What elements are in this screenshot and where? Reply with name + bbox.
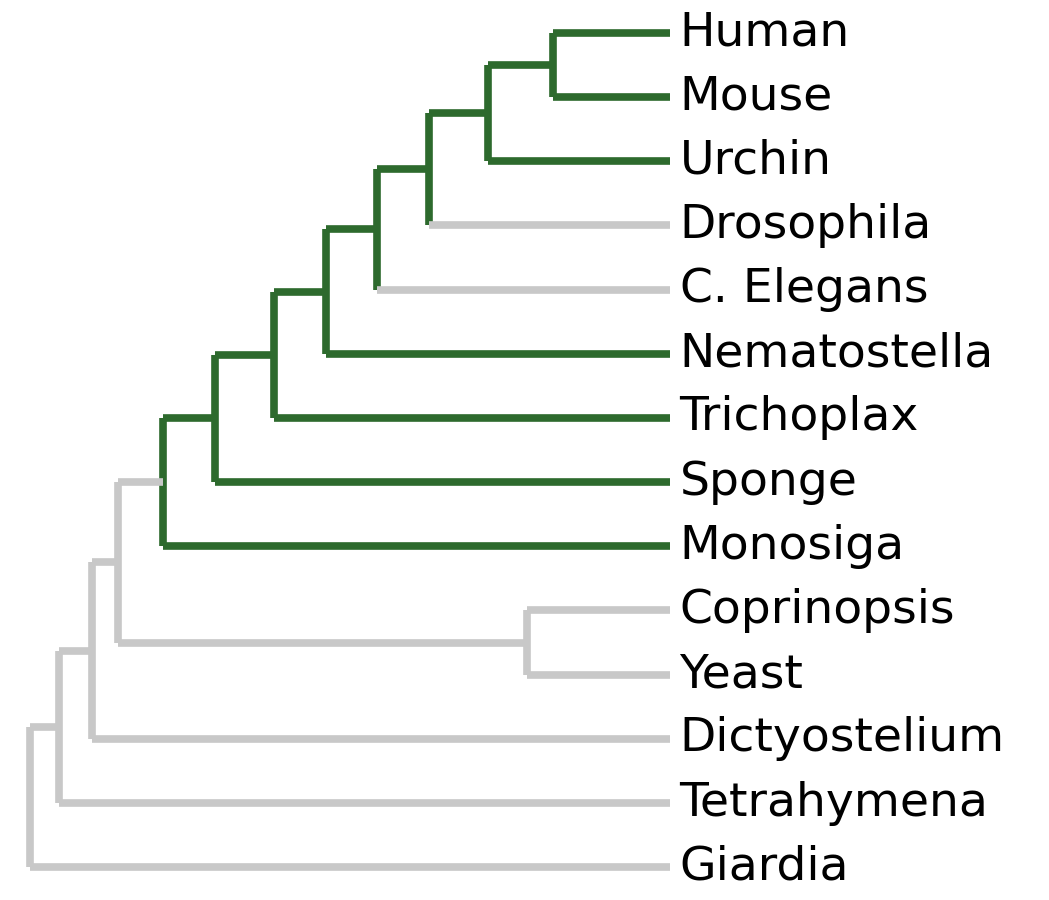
Text: Mouse: Mouse	[680, 75, 833, 120]
Text: Monosiga: Monosiga	[680, 524, 904, 569]
Text: Nematostella: Nematostella	[680, 331, 993, 376]
Text: C. Elegans: C. Elegans	[680, 267, 928, 312]
Text: Yeast: Yeast	[680, 652, 804, 698]
Text: Trichoplax: Trichoplax	[680, 395, 919, 440]
Text: Urchin: Urchin	[680, 139, 832, 184]
Text: Dictyostelium: Dictyostelium	[680, 716, 1005, 761]
Text: Human: Human	[680, 10, 850, 55]
Text: Giardia: Giardia	[680, 845, 849, 890]
Text: Sponge: Sponge	[680, 460, 857, 505]
Text: Tetrahymena: Tetrahymena	[680, 780, 988, 825]
Text: Coprinopsis: Coprinopsis	[680, 588, 955, 633]
Text: Drosophila: Drosophila	[680, 202, 932, 248]
